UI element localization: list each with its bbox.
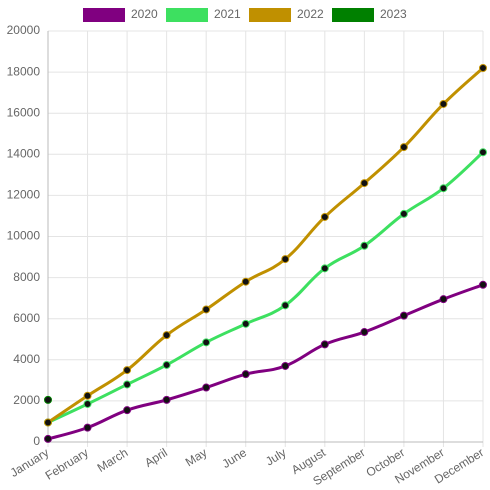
series-line [47,151,485,424]
series-line [47,66,485,424]
y-tick-label: 12000 [7,188,41,202]
data-point [399,143,408,152]
data-point [202,383,211,392]
data-point [83,399,92,408]
data-point [281,301,290,310]
legend-label: 2021 [214,7,241,21]
data-point [399,209,408,218]
x-tick-label: May [183,445,210,469]
legend-swatch [249,8,291,22]
x-tick-label: February [43,445,91,482]
data-point [83,391,92,400]
y-tick-label: 18000 [7,64,41,78]
data-point [44,418,52,427]
y-tick-label: 20000 [7,23,41,37]
data-point [83,423,92,432]
x-tick-label: July [263,445,289,468]
y-tick-label: 6000 [13,311,40,325]
data-point [162,395,171,404]
y-tick-label: 8000 [13,270,40,284]
y-tick-label: 16000 [7,105,41,119]
data-point [320,264,329,273]
y-tick-label: 2000 [13,393,40,407]
y-tick-label: 4000 [13,352,40,366]
legend-swatch [332,8,374,22]
y-tick-label: 0 [33,434,40,448]
data-point [281,361,290,370]
data-point [123,406,132,415]
data-point [399,311,408,320]
data-point [479,280,487,289]
data-point [123,366,132,375]
data-point [439,295,448,304]
legend-label: 2022 [297,7,324,21]
data-point [123,380,132,389]
data-point [360,241,369,250]
data-point [202,338,211,347]
data-point [320,340,329,349]
data-point [360,179,369,188]
legend-swatch [166,8,208,22]
x-tick-label: April [142,445,170,470]
data-point [241,319,250,328]
legend-label: 2020 [131,7,158,21]
data-point [44,434,52,443]
data-point [202,305,211,314]
data-point [162,331,171,340]
data-point [162,360,171,369]
y-tick-label: 14000 [7,146,41,160]
legend-label: 2023 [380,7,407,21]
data-point [439,99,448,108]
data-point [479,63,487,72]
y-tick-label: 10000 [7,229,41,243]
data-point [241,277,250,286]
data-point [241,370,250,379]
x-tick-label: June [220,445,250,471]
data-point [360,328,369,337]
data-point [479,148,487,157]
data-point [281,255,290,264]
series-line [47,283,484,441]
legend-swatch [83,8,125,22]
data-point [439,184,448,193]
data-point [44,395,52,404]
x-tick-label: March [95,445,131,475]
data-point [320,212,329,221]
